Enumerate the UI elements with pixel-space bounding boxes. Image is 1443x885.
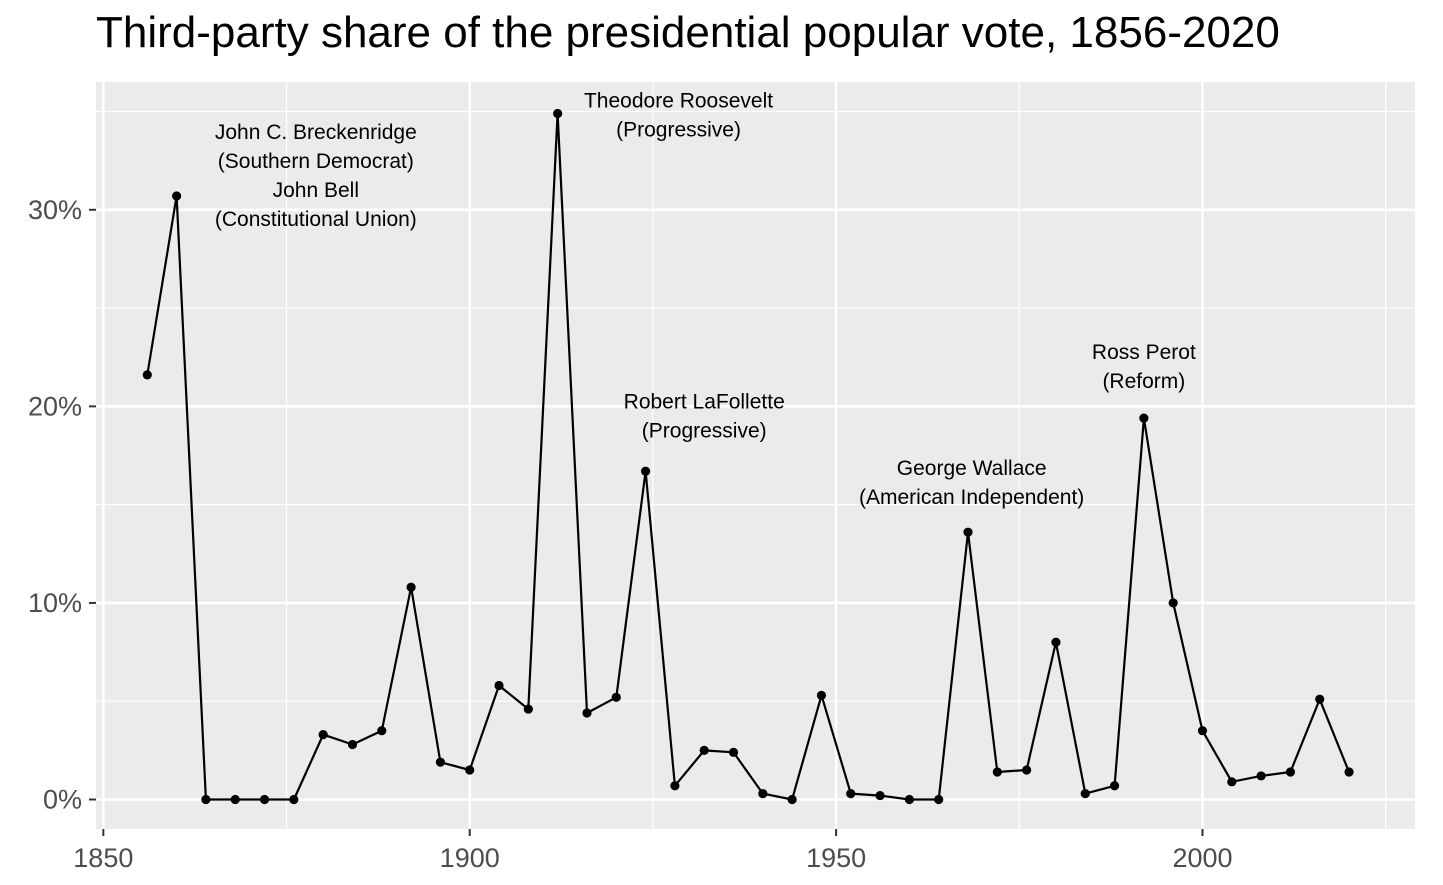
data-point	[934, 794, 944, 805]
data-point	[201, 794, 211, 805]
data-point	[1022, 765, 1032, 775]
data-point	[611, 692, 621, 702]
data-point	[142, 370, 152, 380]
y-tick-label: 10%	[28, 588, 82, 618]
data-point	[377, 726, 387, 736]
annotation-line: John C. Breckenridge	[215, 121, 417, 144]
annotation-line: (Reform)	[1102, 370, 1185, 393]
x-tick-label: 1900	[440, 843, 500, 873]
data-point	[1227, 777, 1237, 787]
y-tick-label: 20%	[28, 391, 82, 421]
annotation-line: (American Independent)	[859, 486, 1084, 509]
data-point	[406, 582, 416, 592]
data-point	[875, 790, 885, 801]
x-tick-label: 1850	[73, 843, 133, 873]
data-point	[992, 767, 1002, 777]
annotation-line: Ross Perot	[1092, 341, 1196, 364]
data-point	[758, 789, 768, 799]
data-point	[289, 794, 299, 805]
data-point	[699, 745, 709, 755]
x-tick-label: 1950	[806, 843, 866, 873]
data-point	[1256, 771, 1266, 781]
annotation-label: George Wallace (American Independent)	[859, 457, 1084, 509]
chart-title: Third-party share of the presidential po…	[96, 8, 1280, 57]
annotation-line: (Progressive)	[642, 419, 767, 442]
data-point	[1051, 637, 1061, 647]
data-point	[318, 730, 328, 740]
data-point	[1315, 694, 1325, 704]
data-point	[787, 794, 797, 805]
data-point	[435, 757, 446, 767]
annotation-label: Robert LaFollette (Progressive)	[624, 390, 785, 442]
data-point	[728, 747, 739, 757]
data-point	[494, 680, 504, 691]
annotation-line: George Wallace	[897, 457, 1047, 480]
data-point	[904, 794, 914, 805]
data-point	[1139, 413, 1149, 423]
data-point	[347, 739, 358, 750]
annotation-line: Theodore Roosevelt	[584, 90, 773, 113]
data-point	[640, 466, 651, 476]
annotation-line: John Bell	[273, 179, 359, 202]
annotation-line: (Constitutional Union)	[215, 208, 417, 231]
annotation-label: Theodore Roosevelt (Progressive)	[584, 90, 773, 142]
data-point	[259, 794, 270, 805]
data-point	[1197, 726, 1208, 736]
annotation-label: John C. Breckenridge (Southern Democrat) J…	[215, 121, 417, 231]
annotation-label: Ross Perot (Reform)	[1092, 341, 1196, 393]
data-point	[1109, 781, 1120, 791]
y-tick-label: 30%	[28, 195, 82, 225]
series-line	[146, 112, 1351, 801]
annotation-line: (Southern Democrat)	[218, 150, 414, 173]
data-point	[465, 765, 475, 775]
data-point	[1344, 767, 1354, 777]
y-tick-label: 0%	[43, 785, 82, 815]
data-point	[670, 781, 680, 791]
data-point	[816, 690, 827, 700]
data-point	[523, 704, 533, 714]
data-point	[846, 789, 856, 799]
x-tick-label: 2000	[1172, 843, 1232, 873]
annotation-line: (Progressive)	[616, 119, 741, 142]
plot-panel	[96, 82, 1415, 829]
data-point	[172, 191, 182, 201]
data-point	[1285, 767, 1296, 777]
data-point	[582, 708, 592, 718]
data-point	[1168, 598, 1178, 608]
data-point	[230, 794, 240, 805]
data-point	[553, 108, 563, 119]
data-point	[1080, 789, 1090, 799]
data-point	[963, 527, 973, 537]
annotation-line: Robert LaFollette	[624, 390, 785, 413]
